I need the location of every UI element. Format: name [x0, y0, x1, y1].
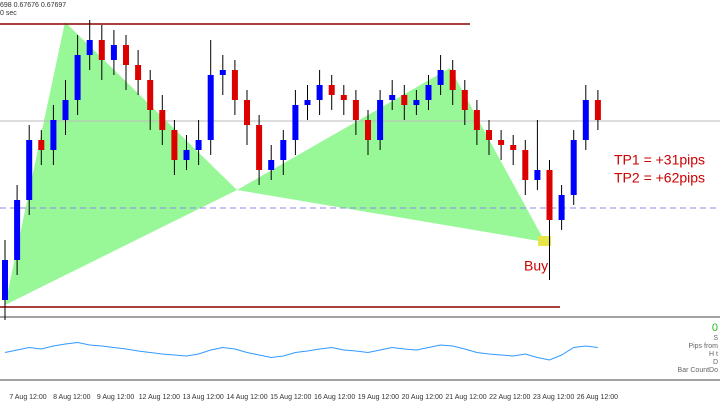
pattern-bcd [237, 68, 545, 242]
candle-body [461, 90, 468, 110]
candle-body [558, 195, 565, 220]
candle-body [449, 70, 456, 90]
header-text: 698 0.67676 0.67697 [0, 2, 66, 9]
candle-body [147, 80, 154, 110]
indicator-label: Bar CountDo [678, 367, 719, 374]
x-tick-label: 21 Aug 12:00 [445, 394, 486, 401]
x-tick-label: 7 Aug 12:00 [9, 394, 46, 401]
candle-body [183, 150, 190, 160]
header-text: 0 sec [0, 10, 17, 17]
x-tick-label: 20 Aug 12:00 [402, 394, 443, 401]
candle-body [195, 140, 202, 150]
candle-body [425, 85, 432, 100]
candle-body [534, 170, 541, 180]
x-tick-label: 16 Aug 12:00 [314, 394, 355, 401]
indicator-label: H t [709, 351, 718, 358]
candle-body [74, 55, 81, 100]
candle-body [401, 95, 408, 105]
candle-body [389, 95, 396, 100]
candle-body [522, 150, 529, 180]
x-tick-label: 26 Aug 12:00 [577, 394, 618, 401]
candle-body [14, 200, 21, 260]
x-tick-label: 8 Aug 12:00 [53, 394, 90, 401]
candle-body [256, 125, 263, 170]
candle-body [159, 110, 166, 130]
x-tick-label: 13 Aug 12:00 [183, 394, 224, 401]
x-tick-label: 19 Aug 12:00 [358, 394, 399, 401]
candle-body [123, 45, 129, 65]
candle-body [292, 105, 299, 140]
candle-body [473, 110, 480, 130]
candle-body [328, 85, 335, 95]
candle-body [486, 130, 492, 140]
buy-label: Buy [524, 258, 548, 274]
x-tick-label: 22 Aug 12:00 [489, 394, 530, 401]
x-tick-label: 15 Aug 12:00 [270, 394, 311, 401]
candle-body [38, 140, 45, 150]
candle-body [231, 70, 238, 100]
tp2-label: TP2 = +62pips [614, 170, 705, 186]
candle-body [135, 65, 142, 80]
indicator-label: S [713, 335, 718, 342]
candle-body [26, 140, 33, 200]
candle-body [171, 130, 178, 160]
candle-body [510, 145, 517, 150]
indicator-label: 0 [712, 322, 718, 334]
candle-body [62, 100, 69, 120]
candle-body [86, 40, 93, 55]
candle-body [50, 120, 57, 150]
candle-body [316, 85, 323, 100]
candle-body [98, 40, 105, 60]
candle-body [110, 45, 117, 60]
x-tick-label: 12 Aug 12:00 [139, 394, 180, 401]
indicator-line [4, 341, 598, 361]
candle-body [207, 75, 214, 140]
candle-body [498, 140, 505, 145]
candle-body [546, 170, 553, 220]
candle-body [2, 260, 8, 300]
candle-body [352, 100, 359, 120]
candle-body [280, 140, 287, 160]
candle-body [340, 95, 347, 100]
candle-body [377, 100, 384, 140]
candle-body [570, 140, 577, 195]
candle-body [304, 100, 311, 105]
candle-body [365, 120, 371, 140]
candle-body [594, 100, 601, 120]
buy-zone [538, 236, 551, 246]
x-tick-label: 14 Aug 12:00 [226, 394, 267, 401]
candle-body [437, 70, 444, 85]
candle-body [582, 100, 589, 140]
x-tick-label: 23 Aug 12:00 [533, 394, 574, 401]
pattern-xab [5, 22, 237, 305]
tp1-label: TP1 = +31pips [614, 152, 705, 168]
candle-body [413, 100, 420, 105]
indicator-label: Pips from [688, 343, 718, 350]
candle-body [219, 70, 226, 75]
candle-body [268, 160, 275, 170]
candle-body [244, 100, 250, 125]
indicator-label: D [713, 359, 718, 366]
x-tick-label: 9 Aug 12:00 [97, 394, 134, 401]
